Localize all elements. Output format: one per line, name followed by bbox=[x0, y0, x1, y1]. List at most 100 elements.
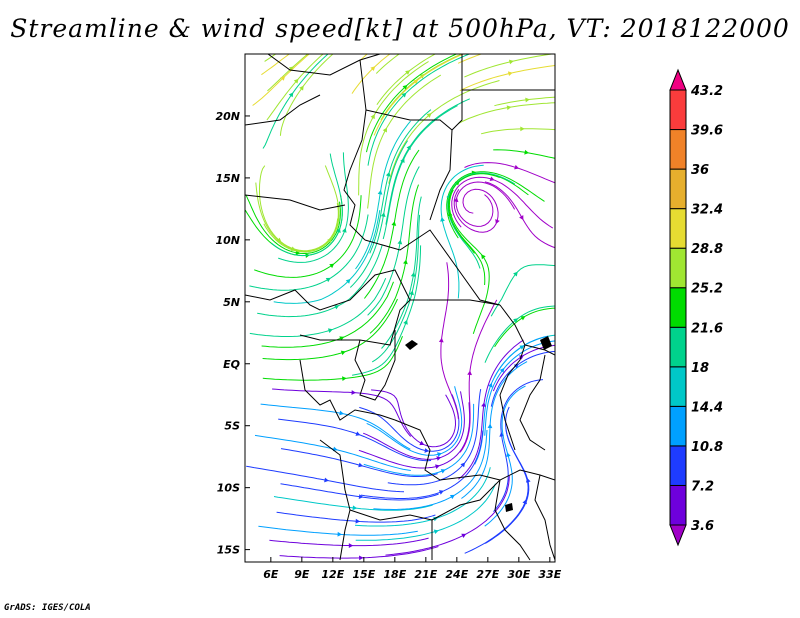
streamline-arrowhead bbox=[520, 126, 525, 132]
x-tick-label: 24E bbox=[445, 568, 468, 581]
streamline bbox=[358, 61, 429, 196]
streamline-arrowhead bbox=[453, 197, 459, 203]
streamline-arrowhead bbox=[433, 529, 439, 535]
streamline-arrowhead bbox=[436, 456, 442, 461]
colorbar-top-arrow bbox=[669, 68, 687, 91]
streamline-arrowhead bbox=[341, 227, 347, 233]
streamline-arrowhead bbox=[438, 490, 444, 495]
streamline bbox=[457, 102, 555, 125]
streamline-arrowhead bbox=[525, 97, 530, 103]
streamline bbox=[266, 54, 324, 121]
colorbar-segment bbox=[669, 168, 687, 210]
streamline-arrowhead bbox=[342, 376, 347, 382]
y-tick-label: 20N bbox=[215, 110, 240, 123]
streamline-arrowhead bbox=[440, 469, 446, 474]
streamline bbox=[279, 54, 334, 136]
streamline bbox=[461, 361, 528, 499]
colorbar-label: 21.6 bbox=[691, 321, 723, 336]
streamline-arrowhead bbox=[489, 176, 495, 182]
y-axis: 20N 15N 10N 5N EQ 5S 10S 15S bbox=[215, 110, 250, 557]
colorbar-label: 18 bbox=[691, 361, 709, 376]
streamline bbox=[280, 448, 438, 477]
streamline bbox=[355, 120, 411, 270]
colorbar-segment bbox=[669, 445, 687, 486]
streamline-arrowhead bbox=[467, 370, 472, 376]
streamline-arrowhead bbox=[336, 228, 341, 233]
streamline bbox=[261, 281, 394, 348]
colorbar-label: 25.2 bbox=[691, 282, 723, 297]
colorbar-legend: 43.2 39.6 36 32.4 28.8 25.2 21.6 18 14.4 10.8 7.2 3… bbox=[669, 68, 723, 547]
streamline-arrowhead bbox=[325, 277, 331, 283]
streamline-arrowhead bbox=[438, 337, 444, 343]
streamline-arrowhead bbox=[508, 59, 514, 65]
streamline bbox=[484, 181, 555, 249]
map-frame bbox=[244, 53, 556, 563]
country-borders bbox=[245, 54, 555, 561]
streamline-arrowhead bbox=[487, 423, 493, 429]
streamline-arrowhead bbox=[339, 336, 345, 341]
streamline-arrowhead bbox=[499, 367, 505, 373]
streamline-arrowhead bbox=[424, 448, 430, 453]
colorbar-segment bbox=[669, 129, 687, 170]
y-tick-label: 5N bbox=[223, 296, 240, 309]
streamline-arrowhead bbox=[402, 84, 408, 90]
streamline-arrowhead bbox=[327, 237, 332, 243]
streamline bbox=[259, 165, 339, 252]
chart-title: Streamline & wind speed[kt] at 500hPa, V… bbox=[10, 14, 790, 43]
streamline-arrowhead bbox=[426, 113, 432, 118]
streamline-arrowhead bbox=[324, 477, 329, 483]
streamline bbox=[367, 54, 471, 166]
streamline-arrowhead bbox=[358, 462, 364, 468]
streamline-arrowhead bbox=[340, 350, 346, 356]
streamline bbox=[249, 277, 387, 337]
streamline-arrowhead bbox=[507, 71, 513, 77]
streamline-arrowhead bbox=[358, 494, 364, 499]
streamline-arrowhead bbox=[280, 76, 286, 81]
streamline-arrowhead bbox=[449, 494, 455, 500]
streamline-arrowhead bbox=[440, 216, 445, 222]
streamline-arrowhead bbox=[403, 319, 408, 325]
y-tick-label: 10N bbox=[215, 234, 240, 247]
streamline-arrowhead bbox=[506, 452, 511, 458]
streamline-arrowhead bbox=[288, 92, 294, 98]
streamline-arrowhead bbox=[481, 254, 486, 260]
streamline-arrowhead bbox=[397, 239, 403, 245]
colorbar-segment bbox=[669, 247, 687, 289]
streamline-arrowhead bbox=[419, 440, 425, 446]
streamline bbox=[457, 54, 483, 64]
streamline-arrowhead bbox=[359, 555, 364, 561]
streamline bbox=[261, 54, 291, 76]
colorbar-label: 10.8 bbox=[691, 440, 723, 455]
colorbar-label: 3.6 bbox=[691, 519, 714, 534]
streamline-arrowhead bbox=[522, 499, 527, 505]
streamline-arrowhead bbox=[337, 531, 343, 537]
streamline bbox=[359, 394, 460, 452]
streamline-arrowhead bbox=[401, 92, 407, 98]
streamline-arrowhead bbox=[293, 78, 299, 84]
colorbar-bottom-arrow bbox=[669, 524, 687, 547]
colorbar-segment bbox=[669, 405, 687, 447]
credit-text: GrADS: IGES/COLA bbox=[4, 603, 91, 613]
colorbar-label: 14.4 bbox=[691, 400, 723, 415]
colorbar-label: 36 bbox=[691, 163, 709, 178]
streamline-arrowhead bbox=[380, 212, 386, 217]
colorbar-segment bbox=[669, 366, 687, 407]
streamline-arrowhead bbox=[460, 462, 466, 468]
streamline bbox=[373, 54, 465, 136]
streamline-arrowhead bbox=[506, 105, 512, 111]
streamline-arrowhead bbox=[348, 543, 354, 548]
streamline bbox=[371, 214, 421, 363]
colorbar-label: 43.2 bbox=[690, 84, 723, 99]
streamline-arrowhead bbox=[524, 149, 530, 155]
streamline bbox=[262, 336, 403, 381]
streamline bbox=[351, 54, 391, 94]
streamline bbox=[376, 54, 437, 105]
streamline-arrowhead bbox=[513, 318, 519, 323]
x-tick-label: 12E bbox=[321, 568, 344, 581]
colorbar-label: 39.6 bbox=[691, 124, 723, 139]
x-tick-label: 9E bbox=[294, 568, 310, 581]
streamline bbox=[455, 181, 516, 227]
streamline-arrowhead bbox=[299, 85, 304, 91]
streamline-arrowhead bbox=[355, 518, 361, 524]
colorbar-label: 32.4 bbox=[691, 203, 723, 218]
